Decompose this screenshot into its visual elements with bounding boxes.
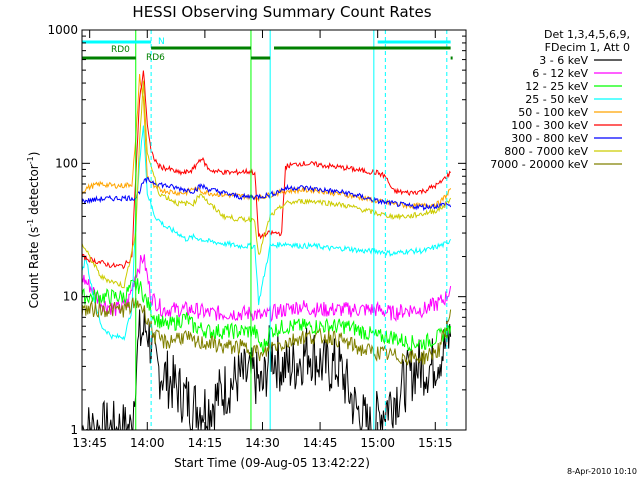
- top-bar-layer: [82, 40, 453, 60]
- annotation-rd6: RD6: [146, 53, 165, 63]
- x-tick-label: 14:15: [188, 436, 223, 450]
- series-line-2: [81, 254, 452, 323]
- series-line-1: [81, 309, 452, 431]
- x-tick-label: 15:15: [418, 436, 453, 450]
- x-tick-label: 14:00: [130, 436, 165, 450]
- legend-label: 100 - 300 keV: [511, 119, 588, 132]
- y-axis-label: Count Rate (s-1 detector-1): [26, 152, 41, 309]
- y-tick-label: 100: [55, 156, 78, 170]
- legend-label: 12 - 25 keV: [525, 80, 588, 93]
- series-line-7: [81, 177, 452, 212]
- x-axis-label: Start Time (09-Aug-05 13:42:22): [174, 456, 370, 470]
- y-tick-label: 10: [63, 290, 78, 304]
- legend-label: 800 - 7000 keV: [504, 145, 588, 158]
- x-tick-label: 15:00: [360, 436, 395, 450]
- legend-header-line2: FDecim 1, Att 0: [545, 41, 630, 54]
- y-tick-label: 1: [70, 423, 78, 437]
- annotation-n: N: [158, 37, 165, 47]
- x-tick-label: 14:45: [303, 436, 338, 450]
- series-line-6: [81, 70, 451, 270]
- series-line-4: [81, 125, 452, 341]
- axis-layer: 13:45 14:00 14:15 14:30 14:45 15:00 15:15 1 10 10…: [47, 23, 466, 450]
- legend-label: 6 - 12 keV: [532, 67, 588, 80]
- footer-stamp: 8-Apr-2010 10:10: [567, 467, 637, 476]
- plot-frame: [81, 29, 467, 431]
- legend-label: 50 - 100 keV: [518, 106, 588, 119]
- annotation-rd0: RD0: [111, 45, 130, 55]
- legend-label: 300 - 800 keV: [511, 132, 588, 145]
- chart-title: HESSI Observing Summary Count Rates: [132, 3, 431, 21]
- marker-layer: [135, 30, 448, 430]
- legend-header-line1: Det 1,3,4,5,6,9,: [544, 28, 630, 41]
- legend-label: 3 - 6 keV: [539, 54, 588, 67]
- x-tick-label: 14:30: [245, 436, 280, 450]
- series-line-8: [81, 80, 452, 289]
- series-line-3: [81, 278, 452, 354]
- legend-label: 7000 - 20000 keV: [490, 158, 588, 171]
- y-tick-label: 1000: [47, 23, 78, 37]
- series-layer: [81, 70, 452, 431]
- x-tick-label: 13:45: [72, 436, 107, 450]
- legend-label: 25 - 50 keV: [525, 93, 588, 106]
- series-line-9: [81, 297, 452, 366]
